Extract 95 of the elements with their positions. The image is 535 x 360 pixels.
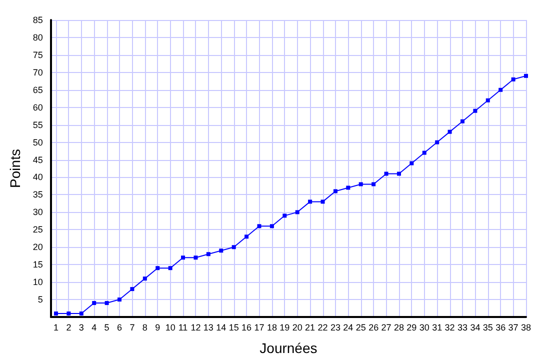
x-tick-label: 27 (381, 322, 392, 332)
point (79, 312, 84, 316)
point (270, 224, 274, 228)
point (130, 287, 134, 292)
y-tick-label: 70 (32, 67, 43, 78)
point (473, 108, 478, 113)
y-tick-label: 30 (32, 207, 43, 218)
x-axis-title: Journées (260, 340, 318, 356)
x-tick-label: 12 (190, 322, 201, 332)
x-tick-label: 22 (318, 322, 328, 332)
point (435, 140, 440, 144)
y-tick-label: 55 (32, 120, 43, 130)
y-tick-label: 20 (32, 242, 43, 252)
point (396, 172, 401, 176)
point (54, 312, 58, 316)
x-tick-label: 7 (130, 322, 135, 332)
point (194, 256, 198, 260)
y-tick-label: 45 (32, 154, 43, 165)
point (511, 77, 516, 82)
point (206, 252, 210, 256)
x-tick-label: 4 (92, 322, 97, 332)
y-tick-label: 10 (32, 277, 43, 288)
x-tick-label: 21 (305, 322, 316, 332)
x-tick-label: 17 (254, 322, 264, 332)
point (524, 74, 528, 78)
x-tick-label: 15 (228, 322, 239, 332)
x-tick-label: 32 (444, 322, 455, 332)
x-tick-label: 20 (292, 322, 302, 332)
x-tick-label: 37 (508, 322, 518, 332)
y-tick-label: 25 (32, 224, 43, 235)
y-tick-label: 60 (32, 102, 43, 112)
x-tick-label: 1 (53, 322, 58, 332)
x-tick-label: 34 (470, 322, 480, 332)
x-tick-label: 38 (520, 322, 532, 332)
point (168, 266, 172, 270)
point (498, 88, 503, 92)
x-tick-label: 13 (203, 322, 214, 332)
x-tick-label: 11 (178, 322, 188, 332)
point (244, 234, 249, 239)
point (66, 312, 71, 316)
point (181, 256, 186, 260)
point (257, 224, 262, 228)
x-tick-label: 23 (330, 322, 340, 332)
x-tick-label: 10 (165, 322, 176, 332)
point (410, 161, 414, 166)
x-tick-label: 36 (496, 322, 506, 332)
y-tick-label: 85 (32, 15, 43, 25)
point (460, 119, 464, 124)
point (346, 186, 350, 190)
x-tick-label: 2 (66, 322, 72, 332)
y-axis-title: Points (7, 149, 23, 188)
point (219, 248, 224, 253)
point (333, 189, 338, 194)
y-tick-label: 65 (32, 84, 43, 95)
point (232, 245, 236, 250)
point (422, 150, 426, 155)
point (104, 301, 109, 306)
x-tick-label: 29 (406, 322, 417, 332)
point (358, 182, 363, 186)
x-tick-label: 5 (104, 322, 110, 332)
point (156, 266, 160, 270)
point (448, 130, 452, 134)
point (372, 182, 376, 186)
point (142, 276, 147, 281)
point (384, 172, 388, 176)
point (295, 210, 300, 214)
y-tick-label: 15 (32, 260, 43, 270)
y-tick-label: 35 (32, 190, 43, 200)
x-tick-label: 9 (155, 322, 160, 332)
point (308, 200, 312, 204)
point (320, 200, 325, 204)
x-tick-label: 30 (419, 322, 430, 332)
point (486, 98, 490, 102)
y-tick-label: 75 (32, 50, 43, 60)
x-tick-label: 16 (242, 322, 252, 332)
x-tick-label: 31 (432, 322, 442, 332)
point (92, 301, 96, 306)
point (118, 298, 122, 302)
x-tick-label: 35 (482, 322, 493, 332)
x-tick-label: 6 (117, 322, 122, 332)
x-tick-label: 19 (280, 322, 290, 332)
x-tick-label: 26 (368, 322, 379, 332)
y-tick-label: 50 (32, 137, 43, 148)
x-tick-label: 8 (142, 322, 148, 332)
x-tick-label: 24 (343, 322, 354, 332)
point (282, 214, 287, 218)
x-tick-label: 33 (457, 322, 468, 332)
x-tick-label: 3 (78, 322, 84, 332)
y-tick-label: 80 (32, 32, 43, 42)
x-tick-label: 14 (216, 322, 226, 332)
y-tick-label: 5 (38, 294, 43, 305)
x-tick-label: 28 (394, 322, 404, 332)
x-tick-label: 25 (356, 322, 366, 332)
x-tick-label: 18 (266, 322, 277, 332)
y-tick-label: 40 (32, 172, 43, 182)
